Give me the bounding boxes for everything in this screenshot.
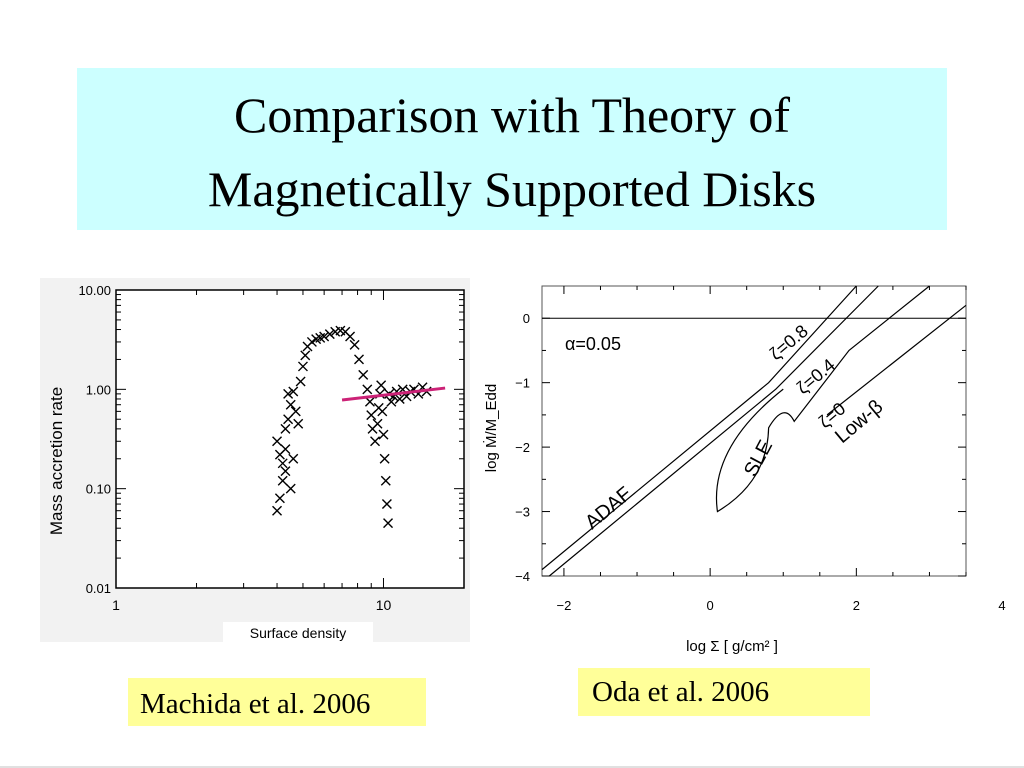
left-x-tick-label: 10 <box>376 597 392 613</box>
alpha-annotation: α=0.05 <box>565 334 621 354</box>
left-y-axis-label: Mass accretion rate <box>47 387 66 535</box>
left-y-tick-label: 0.01 <box>86 581 111 596</box>
data-point-x <box>380 475 391 486</box>
left-y-tick-label: 10.00 <box>78 283 111 298</box>
left-y-tick-label: 1.00 <box>86 382 111 397</box>
data-point-x <box>394 393 405 404</box>
right-y-tick-label: −1 <box>515 376 530 391</box>
data-point-x <box>285 399 296 410</box>
bottom-rule <box>0 766 1024 768</box>
data-point-x <box>306 336 317 347</box>
right-y-axis-label: log Ṁ/M_Edd <box>482 384 500 472</box>
data-point-x <box>274 493 285 504</box>
fit-line <box>341 386 446 402</box>
data-point-x <box>372 418 383 429</box>
data-point-x <box>280 466 291 477</box>
right-y-tick-label: −4 <box>515 569 530 584</box>
data-point-x <box>295 376 306 387</box>
caption-oda: Oda et al. 2006 <box>578 668 870 716</box>
data-point-x <box>272 436 283 447</box>
title-box: Comparison with Theory of Magnetically S… <box>77 68 947 230</box>
right-y-tick-label: 0 <box>523 311 530 326</box>
data-point-x <box>288 453 299 464</box>
right-x-tick-label: 2 <box>853 598 860 613</box>
oda-chart: 0−1−2−3−4−2 0 2 4 α=0.05 ζ=0.8 ζ=0.4 ζ=0 Lo… <box>482 285 1006 655</box>
data-point-x <box>379 453 390 464</box>
equilibrium-curve <box>715 285 930 513</box>
slide-title-line2: Magnetically Supported Disks <box>207 161 817 217</box>
data-point-x <box>324 329 335 340</box>
data-point-x <box>378 429 389 440</box>
right-x-tick-label: 0 <box>707 598 714 613</box>
data-point-x <box>345 331 356 342</box>
data-point-x <box>290 406 301 417</box>
caption-machida: Machida et al. 2006 <box>128 678 426 726</box>
data-point-x <box>285 483 296 494</box>
left-y-tick-label: 0.10 <box>86 482 111 497</box>
data-point-x <box>297 361 308 372</box>
right-x-tick-label: −2 <box>557 598 572 613</box>
equilibrium-curve <box>548 285 879 577</box>
right-x-tick-label: 4 <box>998 598 1005 613</box>
data-point-x <box>358 369 369 380</box>
left-plot-frame <box>115 289 465 589</box>
equilibrium-curve <box>826 304 967 416</box>
data-point-x <box>283 414 294 425</box>
right-y-tick-label: −3 <box>515 505 530 520</box>
slide-title-line1: Comparison with Theory of <box>234 87 790 143</box>
data-point-x <box>354 354 364 365</box>
data-point-x <box>381 499 392 510</box>
data-point-x <box>370 436 381 447</box>
data-point-x <box>280 423 291 434</box>
right-x-axis-label: log Σ [ g/cm² ] <box>686 638 778 655</box>
data-point-x <box>376 380 387 391</box>
data-point-x <box>300 350 311 361</box>
data-point-x <box>349 339 360 350</box>
data-point-x <box>277 475 288 486</box>
left-x-tick-label: 1 <box>112 597 120 613</box>
data-point-x <box>383 518 394 529</box>
data-point-x <box>364 396 375 407</box>
equilibrium-curve <box>541 285 857 571</box>
data-point-x <box>283 388 294 399</box>
left-x-axis-label: Surface density <box>250 625 347 641</box>
data-point-x <box>272 505 283 516</box>
right-y-tick-label: −2 <box>515 440 530 455</box>
data-point-x <box>293 418 304 429</box>
data-point-x <box>274 449 285 460</box>
right-plot-frame <box>541 285 967 577</box>
data-point-x <box>362 384 373 395</box>
data-point-x <box>377 406 388 417</box>
data-point-x <box>288 386 299 397</box>
data-point-x <box>386 396 397 407</box>
machida-chart: 10.00 1.00 0.10 0.011 10 Mass accretion rate… <box>40 278 470 642</box>
data-point-x <box>277 458 288 469</box>
data-point-x <box>319 331 330 342</box>
